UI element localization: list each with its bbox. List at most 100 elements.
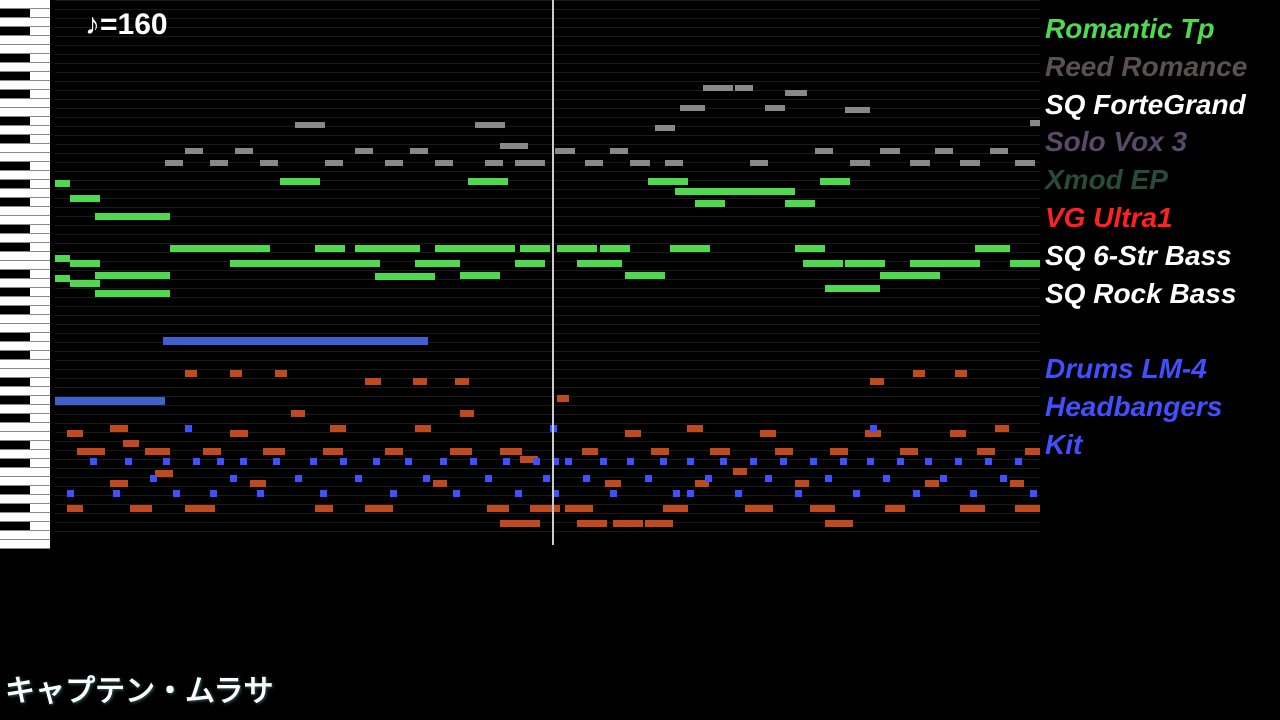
note-small-blue[interactable] xyxy=(853,490,860,497)
note-gray[interactable] xyxy=(880,148,900,154)
note-small-blue[interactable] xyxy=(503,458,510,465)
note-gray[interactable] xyxy=(1030,120,1040,126)
note-green[interactable] xyxy=(670,245,710,252)
note-green[interactable] xyxy=(460,272,500,279)
note-small-blue[interactable] xyxy=(453,490,460,497)
note-green[interactable] xyxy=(880,272,940,279)
note-small-blue[interactable] xyxy=(113,490,120,497)
note-orange[interactable] xyxy=(500,520,540,527)
note-blue[interactable] xyxy=(55,397,165,405)
note-orange[interactable] xyxy=(775,448,793,455)
note-gray[interactable] xyxy=(410,148,428,154)
note-green[interactable] xyxy=(625,272,665,279)
note-orange[interactable] xyxy=(155,470,173,477)
note-small-blue[interactable] xyxy=(795,490,802,497)
note-green[interactable] xyxy=(375,273,435,280)
note-orange[interactable] xyxy=(110,480,128,487)
note-small-blue[interactable] xyxy=(867,458,874,465)
note-green[interactable] xyxy=(648,178,688,185)
note-orange[interactable] xyxy=(230,370,242,377)
note-small-blue[interactable] xyxy=(390,490,397,497)
note-small-blue[interactable] xyxy=(673,490,680,497)
note-gray[interactable] xyxy=(165,160,183,166)
note-small-blue[interactable] xyxy=(217,458,224,465)
note-green[interactable] xyxy=(315,245,345,252)
note-small-blue[interactable] xyxy=(373,458,380,465)
note-green[interactable] xyxy=(720,188,755,195)
note-small-blue[interactable] xyxy=(210,490,217,497)
note-blue[interactable] xyxy=(163,337,428,345)
note-orange[interactable] xyxy=(433,480,447,487)
note-small-blue[interactable] xyxy=(230,475,237,482)
note-gray[interactable] xyxy=(630,160,650,166)
note-orange[interactable] xyxy=(145,448,170,455)
note-orange[interactable] xyxy=(810,505,835,512)
note-orange[interactable] xyxy=(275,370,287,377)
note-gray[interactable] xyxy=(815,148,833,154)
note-green[interactable] xyxy=(95,213,170,220)
note-orange[interactable] xyxy=(110,425,128,432)
note-orange[interactable] xyxy=(651,448,669,455)
note-orange[interactable] xyxy=(330,425,346,432)
note-orange[interactable] xyxy=(460,410,474,417)
note-green[interactable] xyxy=(600,245,630,252)
note-orange[interactable] xyxy=(123,440,139,447)
note-gray[interactable] xyxy=(585,160,603,166)
note-green[interactable] xyxy=(390,245,420,252)
note-green[interactable] xyxy=(70,280,100,287)
note-orange[interactable] xyxy=(365,505,393,512)
note-orange[interactable] xyxy=(995,425,1009,432)
note-small-blue[interactable] xyxy=(423,475,430,482)
note-small-blue[interactable] xyxy=(240,458,247,465)
note-green[interactable] xyxy=(70,195,100,202)
note-green[interactable] xyxy=(695,200,725,207)
note-orange[interactable] xyxy=(67,430,83,437)
note-small-blue[interactable] xyxy=(840,458,847,465)
note-orange[interactable] xyxy=(582,448,598,455)
note-gray[interactable] xyxy=(435,160,453,166)
note-small-blue[interactable] xyxy=(765,475,772,482)
note-green[interactable] xyxy=(350,260,380,267)
note-small-blue[interactable] xyxy=(67,490,74,497)
note-orange[interactable] xyxy=(487,505,509,512)
note-small-blue[interactable] xyxy=(583,475,590,482)
note-gray[interactable] xyxy=(935,148,953,154)
note-gray[interactable] xyxy=(990,148,1008,154)
note-gray[interactable] xyxy=(235,148,253,154)
note-small-blue[interactable] xyxy=(940,475,947,482)
note-orange[interactable] xyxy=(415,425,431,432)
note-orange[interactable] xyxy=(1015,505,1040,512)
note-orange[interactable] xyxy=(385,448,403,455)
note-orange[interactable] xyxy=(977,448,995,455)
note-orange[interactable] xyxy=(323,448,343,455)
note-gray[interactable] xyxy=(515,160,545,166)
note-gray[interactable] xyxy=(325,160,343,166)
note-green[interactable] xyxy=(795,245,825,252)
note-small-blue[interactable] xyxy=(295,475,302,482)
note-small-blue[interactable] xyxy=(1015,458,1022,465)
note-small-blue[interactable] xyxy=(627,458,634,465)
note-orange[interactable] xyxy=(885,505,905,512)
note-small-blue[interactable] xyxy=(1000,475,1007,482)
note-green[interactable] xyxy=(577,260,622,267)
note-small-blue[interactable] xyxy=(543,475,550,482)
note-green[interactable] xyxy=(520,245,550,252)
note-green[interactable] xyxy=(945,260,980,267)
note-orange[interactable] xyxy=(900,448,918,455)
note-orange[interactable] xyxy=(185,370,197,377)
note-orange[interactable] xyxy=(760,430,776,437)
note-green[interactable] xyxy=(1010,260,1040,267)
note-small-blue[interactable] xyxy=(1030,490,1037,497)
note-green[interactable] xyxy=(55,180,70,187)
note-gray[interactable] xyxy=(850,160,870,166)
note-orange[interactable] xyxy=(663,505,688,512)
note-green[interactable] xyxy=(557,245,597,252)
note-orange[interactable] xyxy=(795,480,809,487)
note-orange[interactable] xyxy=(733,468,747,475)
note-small-blue[interactable] xyxy=(125,458,132,465)
note-orange[interactable] xyxy=(130,505,152,512)
note-small-blue[interactable] xyxy=(310,458,317,465)
note-green[interactable] xyxy=(190,245,240,252)
note-orange[interactable] xyxy=(625,430,641,437)
note-orange[interactable] xyxy=(77,448,105,455)
